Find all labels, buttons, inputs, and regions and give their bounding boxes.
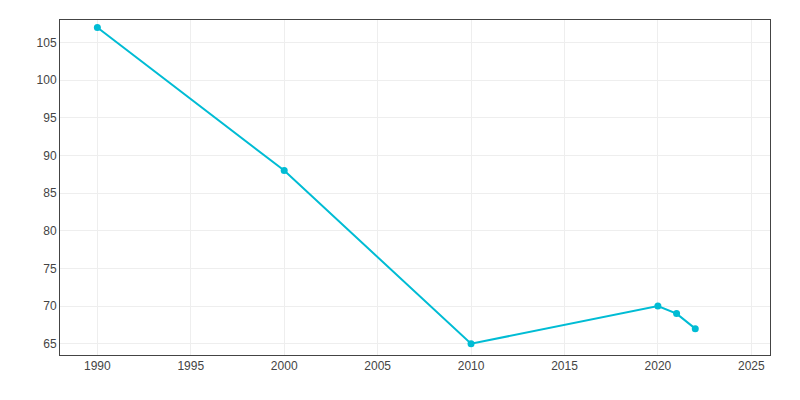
svg-text:75: 75 — [43, 262, 57, 276]
svg-text:2000: 2000 — [271, 359, 298, 373]
svg-text:1995: 1995 — [177, 359, 204, 373]
svg-text:95: 95 — [43, 111, 57, 125]
svg-text:105: 105 — [37, 36, 57, 50]
svg-text:2020: 2020 — [645, 359, 672, 373]
svg-text:2025: 2025 — [738, 359, 765, 373]
svg-text:1990: 1990 — [84, 359, 111, 373]
svg-text:80: 80 — [43, 224, 57, 238]
svg-text:100: 100 — [37, 73, 57, 87]
svg-text:2015: 2015 — [551, 359, 578, 373]
svg-text:2005: 2005 — [364, 359, 391, 373]
svg-text:85: 85 — [43, 186, 57, 200]
svg-text:65: 65 — [43, 337, 57, 351]
svg-text:90: 90 — [43, 149, 57, 163]
svg-text:70: 70 — [43, 299, 57, 313]
svg-text:2010: 2010 — [458, 359, 485, 373]
